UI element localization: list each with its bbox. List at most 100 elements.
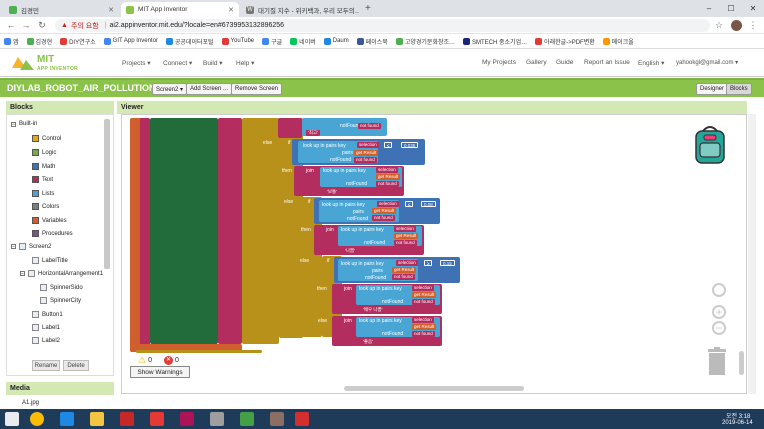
blocks-button[interactable]: Blocks: [726, 83, 752, 95]
text-socket[interactable]: '매우 나쁨': [361, 307, 385, 313]
category-variables[interactable]: Variables: [32, 217, 67, 224]
menu-projects[interactable]: Projects ▾: [122, 60, 151, 67]
menu-account[interactable]: yahookgl@gmail.com ▾: [676, 60, 739, 66]
bookmark-item[interactable]: 김경현: [26, 37, 52, 46]
minimize-icon[interactable]: –: [706, 4, 712, 13]
text-socket[interactable]: not found: [358, 123, 381, 129]
zoom-out-icon[interactable]: −: [712, 321, 726, 335]
variable-socket[interactable]: get Result: [412, 292, 437, 298]
recenter-icon[interactable]: [712, 283, 726, 297]
bookmark-item[interactable]: 공공데이터포털: [165, 37, 214, 46]
folder-icon[interactable]: [90, 412, 104, 426]
menu-guide[interactable]: Guide: [556, 59, 574, 66]
text-socket[interactable]: selection: [412, 285, 434, 291]
component-spinnercity[interactable]: SpinnerCity: [40, 297, 81, 304]
app-icon[interactable]: [210, 412, 224, 426]
bookmark-item[interactable]: Daum: [323, 37, 349, 45]
lookup-block[interactable]: [302, 118, 387, 136]
bookmark-item[interactable]: DIY연구소: [60, 37, 96, 46]
text-socket[interactable]: selection: [412, 317, 434, 323]
text-socket[interactable]: selection: [377, 201, 399, 207]
star-icon[interactable]: ☆: [714, 19, 724, 30]
category-procedures[interactable]: Procedures: [32, 230, 73, 237]
menu-build[interactable]: Build ▾: [203, 60, 223, 67]
back-icon[interactable]: ←: [6, 20, 16, 30]
bookmark-item[interactable]: 고양경기문화창조…: [395, 37, 455, 46]
bookmark-item[interactable]: 페이스북: [356, 37, 388, 46]
bookmark-item[interactable]: 구글: [262, 37, 282, 46]
text-socket[interactable]: selection: [357, 142, 379, 148]
join-block[interactable]: [218, 118, 242, 344]
ie-icon[interactable]: [60, 412, 74, 426]
close-tab-icon[interactable]: ✕: [228, 6, 234, 14]
text-socket[interactable]: selection: [394, 226, 416, 232]
text-block[interactable]: [140, 118, 150, 352]
remove-screen-button[interactable]: Remove Screen: [231, 83, 283, 95]
designer-button[interactable]: Designer: [696, 83, 729, 95]
procedure-block[interactable]: [150, 118, 218, 344]
horizontal-scrollbar[interactable]: [344, 386, 524, 391]
bookmark-item[interactable]: 네이버: [290, 37, 316, 46]
text-socket[interactable]: '보통': [325, 189, 339, 195]
app-icon[interactable]: [270, 412, 284, 426]
forward-icon[interactable]: →: [21, 20, 31, 30]
app-icon[interactable]: [120, 412, 134, 426]
operator-dropdown[interactable]: ≥: [424, 260, 433, 266]
close-tab-icon[interactable]: ✕: [108, 6, 114, 14]
variable-socket[interactable]: get Result: [412, 324, 437, 330]
zoom-in-icon[interactable]: +: [712, 305, 726, 319]
delete-button[interactable]: Delete: [63, 360, 89, 371]
bookmark-item[interactable]: 앱: [4, 37, 19, 46]
variable-socket[interactable]: get Result: [394, 233, 419, 239]
menu-help[interactable]: Help ▾: [236, 60, 255, 67]
app-inventor-logo[interactable]: [8, 54, 38, 74]
component-horizontalarrangement1[interactable]: − HorizontalArrangement1: [20, 270, 104, 277]
text-socket[interactable]: not found: [412, 299, 435, 305]
menu-gallery[interactable]: Gallery: [526, 59, 547, 66]
menu-language[interactable]: English ▾: [638, 60, 665, 67]
text-socket[interactable]: not found: [394, 240, 417, 246]
variable-socket[interactable]: get Result: [376, 174, 401, 180]
app-icon[interactable]: [295, 412, 309, 426]
bookmark-item[interactable]: GIT App Inventor: [103, 37, 158, 45]
component-label1[interactable]: Label1: [32, 324, 60, 331]
browser-tab-2[interactable]: MIT App Inventor ✕: [121, 2, 239, 17]
bookmark-item[interactable]: SMTECH 중소기업…: [463, 37, 527, 46]
maximize-icon[interactable]: ☐: [727, 4, 735, 13]
category-logic[interactable]: Logic: [32, 149, 56, 156]
collapse-icon[interactable]: −: [20, 271, 25, 277]
close-window-icon[interactable]: ✕: [749, 4, 757, 13]
browser-tab-1[interactable]: 김경민 ✕: [4, 2, 119, 17]
blocks-workspace[interactable]: notFound not found '최고' else if look up …: [121, 114, 747, 394]
app-icon[interactable]: [180, 412, 194, 426]
category-control[interactable]: Control: [32, 135, 61, 142]
text-socket[interactable]: not found: [372, 215, 395, 221]
chrome-icon[interactable]: [30, 412, 44, 426]
variable-socket[interactable]: get Result: [354, 150, 379, 156]
category-lists[interactable]: Lists: [32, 190, 54, 197]
backpack-icon[interactable]: [690, 123, 730, 167]
text-socket[interactable]: selection: [396, 260, 418, 266]
text-socket[interactable]: not found: [376, 181, 399, 187]
browser-tab-3[interactable]: W 대기질 지수 - 위키백과, 우리 모두의… ✕: [241, 2, 359, 17]
variable-socket[interactable]: get Result: [372, 208, 397, 214]
bookmark-item[interactable]: 아래한글->PDF변환: [535, 37, 595, 46]
text-socket[interactable]: selection: [376, 167, 398, 173]
component-labeltitle[interactable]: LabelTitle: [32, 257, 68, 264]
operator-dropdown[interactable]: ≤: [405, 201, 414, 207]
number-socket[interactable]: 0.08: [421, 201, 436, 207]
bookmark-item[interactable]: 메이크올: [602, 37, 634, 46]
collapse-icon[interactable]: −: [11, 244, 16, 250]
operator-dropdown[interactable]: ≤: [384, 142, 393, 148]
screen-select[interactable]: Screen2 ▾: [152, 83, 188, 95]
text-socket[interactable]: '최고': [306, 130, 320, 136]
rename-button[interactable]: Rename: [32, 360, 60, 371]
bookmark-item[interactable]: YouTube: [221, 37, 254, 45]
profile-avatar[interactable]: [731, 20, 742, 31]
reload-icon[interactable]: ↻: [38, 19, 46, 30]
component-label2[interactable]: Label2: [32, 337, 60, 344]
text-socket[interactable]: not found: [354, 157, 377, 163]
app-icon[interactable]: [150, 412, 164, 426]
menu-connect[interactable]: Connect ▾: [163, 60, 193, 67]
component-button1[interactable]: Button1: [32, 311, 63, 318]
